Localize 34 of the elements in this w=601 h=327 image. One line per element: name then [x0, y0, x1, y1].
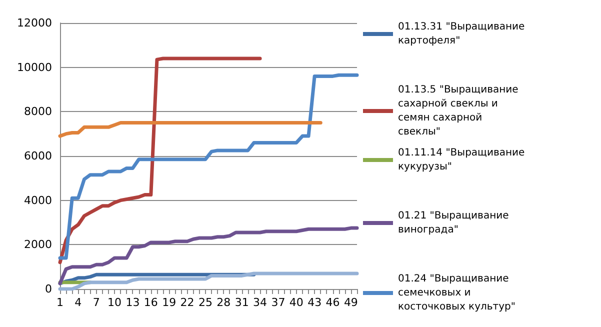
- line-series: [58, 121, 322, 138]
- x-tick-label: 46: [326, 296, 340, 309]
- line-series: [58, 226, 359, 286]
- y-tick-label: 2000: [24, 238, 52, 252]
- x-tick-label: 40: [289, 296, 304, 309]
- y-tick-label: 8000: [24, 105, 52, 118]
- x-tick-label: 37: [271, 296, 286, 309]
- x-tick-label: 13: [126, 296, 140, 309]
- legend-label: 01.21 "Выращивание винограда": [398, 210, 512, 236]
- x-tick-label: 31: [234, 296, 249, 309]
- y-tick-label: 6000: [24, 150, 52, 162]
- x-tick-label: 43: [308, 296, 322, 309]
- x-tick-label: 22: [180, 296, 194, 309]
- y-tick-label: 10000: [17, 60, 52, 74]
- line-series: [58, 272, 359, 291]
- x-tick-label: 7: [92, 296, 100, 309]
- x-tick-label: 34: [253, 296, 268, 309]
- x-tick-label: 49: [344, 296, 358, 309]
- line-series: [58, 56, 262, 264]
- y-tick-label: 4000: [24, 194, 52, 207]
- x-tick-label: 25: [198, 296, 212, 309]
- x-tick-label: 16: [144, 296, 158, 309]
- legend-label: 01.24 "Выращивание семечковых и косточковых культур": [398, 274, 516, 312]
- legend-label: 01.13.5 "Выращивание сахарной свеклы и семян сахарной свеклы": [398, 84, 522, 138]
- x-tick-label: 10: [108, 296, 122, 309]
- y-tick-label: 0: [45, 282, 52, 296]
- legend-label: 01.13.31 "Выращивание картофеля": [398, 22, 528, 46]
- x-tick-label: 19: [162, 296, 176, 309]
- line-series: [58, 73, 359, 260]
- x-tick-label: 1: [56, 296, 64, 309]
- x-tick-label: 28: [216, 296, 231, 309]
- x-tick-label: 4: [74, 296, 82, 309]
- y-tick-label: 12000: [17, 16, 52, 30]
- legend-label: 01.11.14 "Выращивание кукурузы": [398, 148, 528, 172]
